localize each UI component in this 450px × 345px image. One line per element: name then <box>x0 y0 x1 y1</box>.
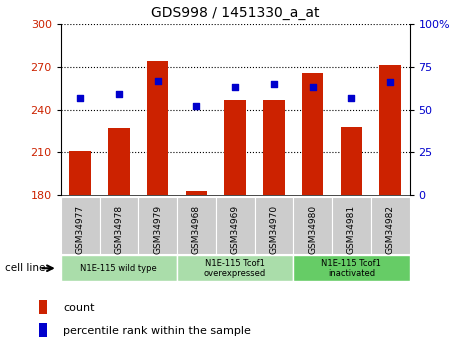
Text: GSM34978: GSM34978 <box>114 205 123 254</box>
Text: percentile rank within the sample: percentile rank within the sample <box>63 326 251 336</box>
Text: GSM34970: GSM34970 <box>270 205 279 254</box>
Point <box>270 81 278 87</box>
Point <box>154 78 161 83</box>
Text: GSM34981: GSM34981 <box>347 205 356 254</box>
Bar <box>61 197 99 254</box>
Point <box>387 79 394 85</box>
Text: GSM34977: GSM34977 <box>76 205 85 254</box>
Point <box>309 85 316 90</box>
Bar <box>147 61 168 195</box>
Point <box>76 95 84 100</box>
Point <box>193 104 200 109</box>
Bar <box>138 197 177 254</box>
Bar <box>216 197 255 254</box>
Bar <box>293 197 332 254</box>
Bar <box>99 197 138 254</box>
Bar <box>255 197 293 254</box>
Bar <box>108 128 130 195</box>
Bar <box>371 197 410 254</box>
Point <box>348 95 355 100</box>
Bar <box>39 300 47 314</box>
Text: N1E-115 Tcof1
overexpressed: N1E-115 Tcof1 overexpressed <box>204 258 266 278</box>
Bar <box>61 255 177 281</box>
Bar <box>263 100 284 195</box>
Text: GSM34969: GSM34969 <box>230 205 239 254</box>
Point <box>231 85 239 90</box>
Bar <box>293 255 410 281</box>
Text: GSM34980: GSM34980 <box>308 205 317 254</box>
Bar <box>69 151 91 195</box>
Point <box>115 91 122 97</box>
Bar <box>177 255 293 281</box>
Bar <box>302 72 323 195</box>
Bar <box>379 66 401 195</box>
Bar <box>341 127 362 195</box>
Bar <box>225 100 246 195</box>
Text: GSM34979: GSM34979 <box>153 205 162 254</box>
Text: cell line: cell line <box>5 263 45 273</box>
Bar <box>39 323 47 337</box>
Text: GSM34982: GSM34982 <box>386 205 395 254</box>
Text: N1E-115 Tcof1
inactivated: N1E-115 Tcof1 inactivated <box>321 258 381 278</box>
Bar <box>332 197 371 254</box>
Text: count: count <box>63 303 94 313</box>
Bar <box>186 191 207 195</box>
Text: N1E-115 wild type: N1E-115 wild type <box>81 264 157 273</box>
Text: GSM34968: GSM34968 <box>192 205 201 254</box>
Bar <box>177 197 216 254</box>
Title: GDS998 / 1451330_a_at: GDS998 / 1451330_a_at <box>151 6 320 20</box>
